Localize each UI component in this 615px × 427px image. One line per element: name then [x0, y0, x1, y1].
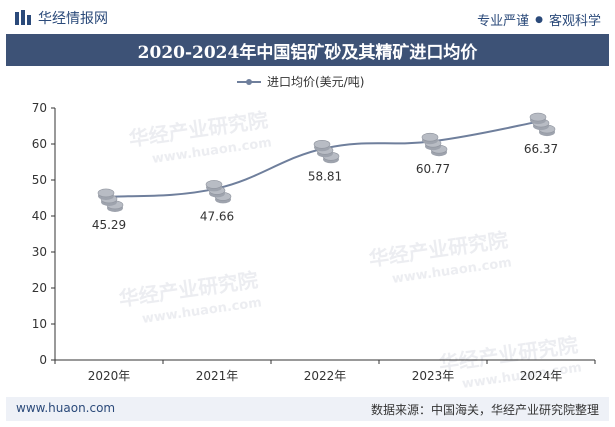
brand-logo-icon — [15, 10, 31, 25]
legend-marker — [246, 79, 252, 85]
coin-face — [421, 132, 439, 142]
y-tick-label: 0 — [39, 353, 47, 367]
chart-title-bar: 2020-2024年中国铝矿砂及其精矿进口均价 — [6, 34, 609, 66]
x-tick-label: 2020年 — [88, 369, 131, 383]
coin-face — [97, 188, 115, 198]
y-tick-label: 10 — [32, 317, 47, 331]
data-label: 58.81 — [308, 169, 342, 183]
legend: 进口均价(美元/吨) — [237, 75, 364, 89]
chart-title: 2020-2024年中国铝矿砂及其精矿进口均价 — [137, 42, 478, 63]
y-tick-label: 20 — [32, 281, 47, 295]
line-chart: 华经产业研究院www.huaon.com华经产业研究院www.huaon.com… — [32, 75, 596, 392]
y-tick-label: 30 — [32, 245, 47, 259]
tagline-right: 客观科学 — [548, 14, 601, 29]
brand-name: 华经情报网 — [38, 11, 108, 27]
data-point-marker — [529, 112, 556, 137]
coin-face — [313, 139, 331, 149]
footer-source: 数据来源：中国海关，华经产业研究院整理 — [370, 403, 599, 417]
x-tick-label: 2024年 — [520, 369, 563, 383]
data-point-marker — [205, 180, 232, 204]
footer: www.huaon.com 数据来源：中国海关，华经产业研究院整理 — [6, 397, 609, 421]
y-tick-label: 50 — [32, 173, 47, 187]
brand[interactable]: 华经情报网 — [14, 9, 108, 27]
data-label: 66.37 — [524, 142, 558, 156]
tagline-dot: ● — [535, 14, 543, 25]
x-tick-label: 2021年 — [196, 369, 239, 383]
x-tick-label: 2022年 — [304, 369, 347, 383]
footer-website[interactable]: www.huaon.com — [16, 401, 116, 415]
axes: 0 10 20 30 40 50 60 70 2020年 2021年 2022年 2023年 2024年 — [32, 101, 596, 383]
series — [97, 112, 556, 212]
watermarks: 华经产业研究院www.huaon.com华经产业研究院www.huaon.com… — [117, 108, 582, 392]
y-tick-label: 60 — [32, 137, 47, 151]
y-tick-label: 70 — [32, 101, 47, 115]
data-labels: 45.29 47.66 58.81 60.77 66.37 — [92, 142, 558, 232]
tagline-left: 专业严谨 — [477, 14, 530, 29]
data-label: 45.29 — [92, 218, 126, 232]
data-point-marker — [313, 139, 340, 164]
x-tick-label: 2023年 — [412, 369, 455, 383]
y-tick-label: 40 — [32, 209, 47, 223]
chart-area: 华经产业研究院 www.huaon.com 华经产业研究院 www.huaon.com… — [0, 66, 615, 394]
data-label: 60.77 — [416, 162, 450, 176]
legend-label: 进口均价(美元/吨) — [267, 75, 364, 89]
tagline: 专业严谨 ● 客观科学 — [477, 10, 601, 29]
coin-face — [529, 112, 547, 122]
top-bar: 华经情报网 专业严谨 ● 客观科学 — [0, 0, 615, 34]
data-point-marker — [421, 132, 448, 157]
data-label: 47.66 — [200, 209, 234, 223]
data-point-marker — [97, 188, 124, 212]
coin-face — [205, 180, 223, 189]
